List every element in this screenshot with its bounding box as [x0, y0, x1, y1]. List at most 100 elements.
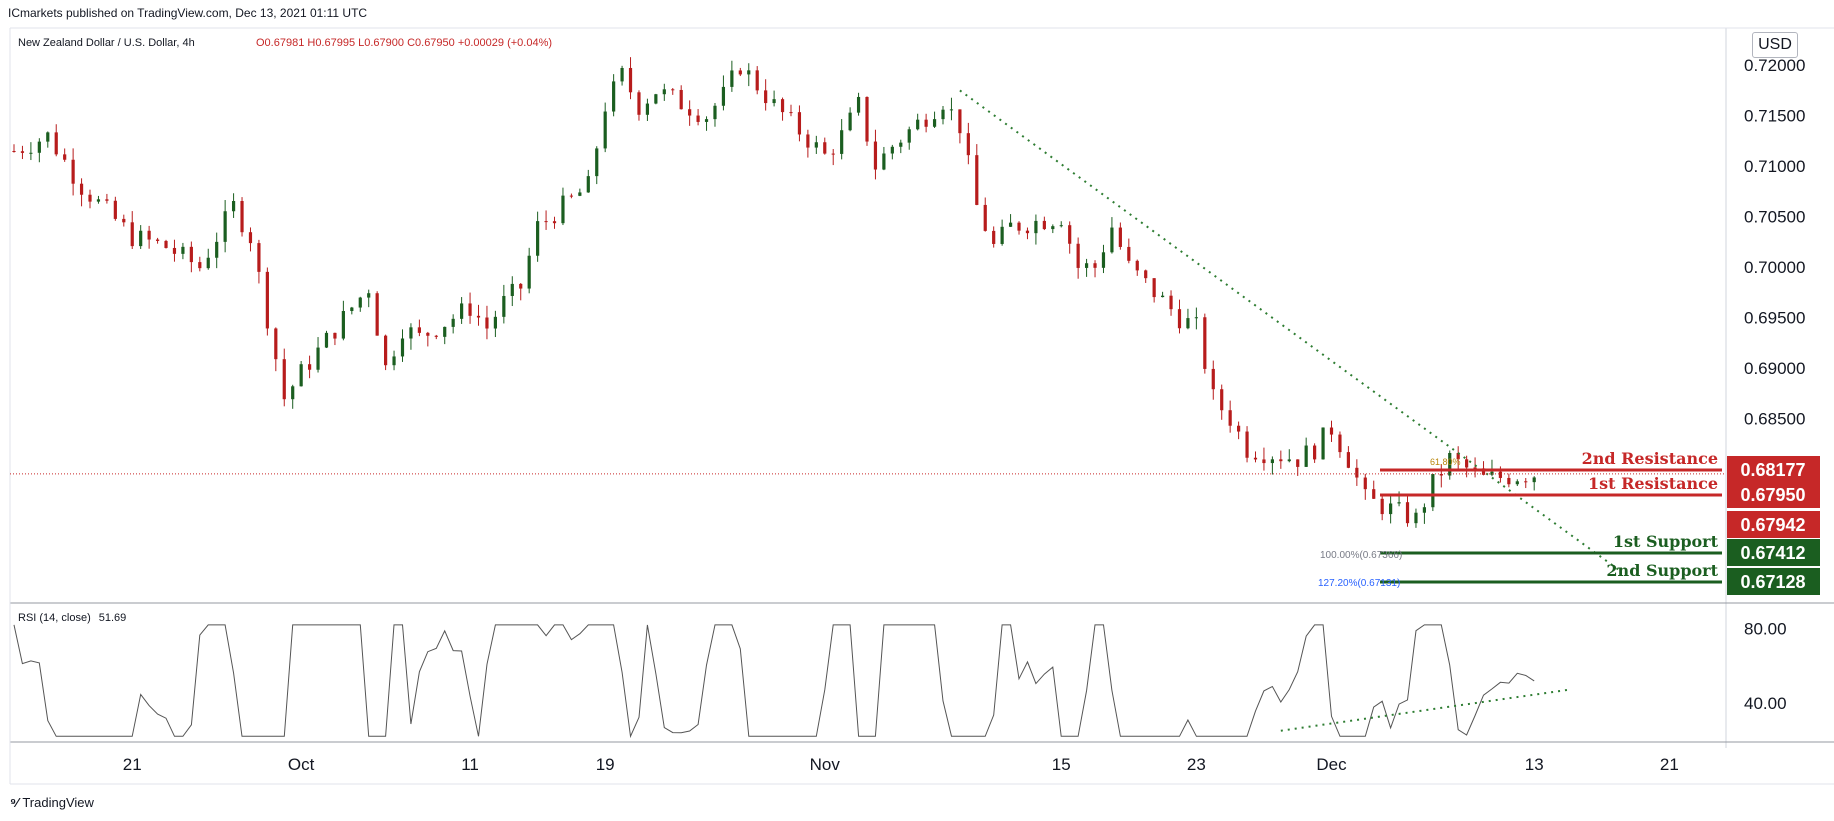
candle-body — [206, 257, 210, 269]
candle-body — [96, 199, 101, 202]
time-tick-label: 15 — [1052, 755, 1071, 774]
candle-body — [1160, 295, 1165, 298]
levels-layer: 2nd Resistance 0.68177 1st Resistance 0.679… — [1318, 449, 1820, 595]
price-tag-label: 0.67412 — [1740, 543, 1805, 563]
candle-body — [181, 246, 185, 254]
candle-body — [1439, 474, 1443, 476]
candle-body — [367, 293, 371, 298]
currency-button[interactable]: USD — [1752, 32, 1798, 58]
candle-body — [831, 153, 835, 155]
candle-body — [890, 146, 894, 154]
candle-body — [122, 218, 126, 223]
candle-body — [586, 176, 590, 193]
candle-body — [1144, 270, 1148, 279]
price-tag — [1727, 511, 1820, 538]
time-tick-label: 19 — [596, 755, 615, 774]
candle-body — [460, 303, 464, 319]
time-tick-label: 21 — [123, 755, 142, 774]
candle-body — [544, 221, 548, 223]
price-tick-label: 0.69500 — [1744, 309, 1805, 328]
candle-body — [113, 200, 117, 219]
candle-body — [747, 70, 751, 75]
candle-body — [240, 201, 244, 233]
candle-body — [688, 109, 692, 116]
level-label: 1st Support — [1613, 532, 1719, 551]
candle-body — [738, 70, 742, 75]
price-tick-label: 0.68500 — [1744, 409, 1805, 428]
candle-body — [1017, 222, 1021, 231]
candle-body — [510, 283, 514, 296]
price-tag-label: 0.68177 — [1740, 460, 1805, 480]
candle-body — [704, 119, 709, 122]
candle-body — [392, 356, 396, 366]
candle-body — [1321, 427, 1325, 460]
level-label: 2nd Support — [1606, 561, 1718, 580]
candle-body — [1524, 481, 1528, 483]
ohlc-readout: O0.67981 H0.67995 L0.67900 C0.67950 +0.0… — [256, 37, 552, 49]
candle-body — [1245, 431, 1249, 458]
candle-body — [1507, 477, 1511, 485]
candle-body — [527, 255, 531, 289]
candle-body — [1490, 471, 1494, 475]
candle-body — [1313, 445, 1317, 460]
candle-body — [1287, 459, 1291, 462]
candle-body — [12, 151, 16, 152]
candle-body — [384, 335, 388, 366]
candle-body — [823, 142, 827, 154]
rsi-title: RSI (14, close) 51.69 — [18, 612, 126, 624]
candle-body — [992, 230, 996, 244]
candle-body — [1262, 459, 1266, 464]
candle-body — [434, 335, 438, 337]
candle-body — [764, 90, 768, 104]
candle-body — [1110, 227, 1114, 253]
candle-body — [654, 94, 658, 104]
candle-body — [721, 86, 726, 106]
candle-body — [1228, 410, 1232, 426]
candle-body — [341, 310, 345, 339]
candle-body — [485, 317, 489, 329]
candle-body — [443, 326, 447, 337]
candle-body — [257, 243, 261, 272]
candle-body — [780, 99, 785, 113]
candle-body — [856, 96, 861, 113]
candle-body — [139, 230, 143, 247]
candle-body — [1059, 225, 1063, 227]
candle-body — [789, 112, 793, 114]
rsi-tick-label: 80.00 — [1744, 620, 1787, 639]
price-tag — [1727, 539, 1820, 566]
candle-body — [54, 132, 58, 155]
candle-body — [1203, 317, 1207, 369]
candle-body — [1008, 222, 1013, 227]
candle-body — [620, 67, 624, 82]
price-axis: 0.72000 0.71500 0.71000 0.70500 0.70000 0.695… — [1744, 56, 1805, 428]
candle-body — [975, 155, 979, 205]
level-label: 1st Resistance — [1588, 474, 1718, 493]
candle-body — [451, 318, 455, 327]
tradingview-brand: TradingView — [22, 795, 94, 810]
candle-body — [1279, 459, 1283, 462]
candle-body — [265, 271, 269, 329]
candle-body — [916, 119, 920, 130]
price-tag — [1727, 481, 1820, 508]
candle-body — [1465, 459, 1469, 468]
candle-body — [1329, 427, 1334, 435]
candle-body — [578, 192, 582, 196]
tradingview-logo[interactable]: ⁹⁄ TradingView — [10, 795, 94, 810]
candle-body — [1186, 318, 1190, 329]
candle-body — [899, 142, 903, 147]
candle-body — [358, 297, 362, 308]
candle-body — [375, 293, 379, 336]
candle-body — [130, 222, 134, 247]
candle-body — [231, 201, 236, 212]
price-tag — [1727, 456, 1820, 483]
candle-body — [595, 148, 599, 177]
candle-body — [1220, 389, 1224, 411]
candle-body — [1076, 243, 1080, 268]
price-tick-label: 0.71000 — [1744, 157, 1805, 176]
candle-body — [1025, 230, 1030, 234]
candle-body — [1194, 317, 1198, 319]
candle-body — [274, 328, 278, 360]
candle-body — [1346, 452, 1350, 468]
candle-body — [409, 327, 413, 339]
